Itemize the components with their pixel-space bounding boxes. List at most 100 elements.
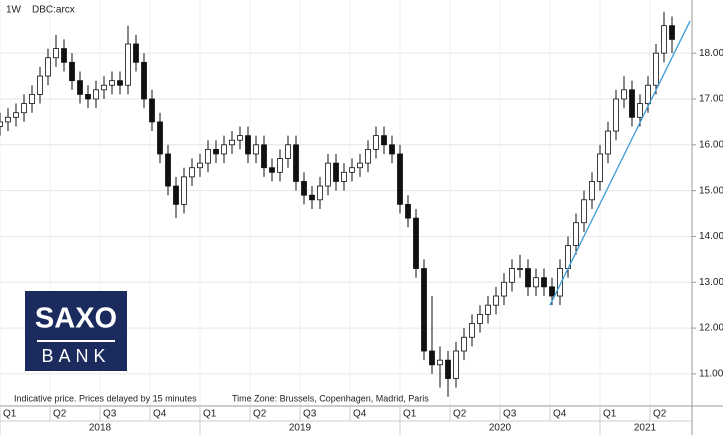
candle-body	[277, 158, 283, 173]
candle-body	[373, 135, 379, 150]
candle-body	[173, 185, 179, 205]
x-tick-label: Q4	[553, 409, 567, 420]
candle-body	[85, 93, 91, 100]
candle-body	[573, 222, 579, 247]
footer-notice: Indicative price. Prices delayed by 15 m…	[14, 393, 197, 403]
x-tick-label: Q4	[353, 409, 367, 420]
candle-body	[5, 116, 11, 123]
candle-body	[245, 135, 251, 155]
candle-body	[117, 80, 123, 86]
candle-body	[469, 323, 475, 338]
candle-body	[549, 286, 555, 297]
candle-body	[341, 171, 347, 182]
candle-body	[253, 144, 259, 155]
candle-body	[605, 130, 611, 155]
year-label: 2018	[89, 423, 112, 434]
candle-body	[141, 61, 147, 100]
candle-body	[525, 268, 531, 288]
candle-body	[533, 277, 539, 288]
candle-body	[413, 217, 419, 269]
candle-body	[581, 199, 587, 224]
candle-body	[397, 153, 403, 205]
candle-body	[133, 43, 139, 63]
candle-body	[557, 268, 563, 297]
candle-body	[669, 25, 675, 40]
candle-body	[645, 84, 651, 104]
y-tick-label: 12.00	[699, 323, 723, 334]
candle-body	[421, 268, 427, 352]
candle-body	[149, 98, 155, 123]
logo-box	[25, 291, 127, 371]
candle-body	[653, 52, 659, 86]
candle-body	[181, 176, 187, 205]
candle-body	[13, 112, 19, 118]
candle-body	[325, 162, 331, 187]
candle-body	[485, 304, 491, 315]
footer-timezone: Time Zone: Brussels, Copenhagen, Madrid,…	[232, 393, 429, 403]
year-label: 2020	[489, 423, 512, 434]
candle-body	[381, 135, 387, 146]
candle-body	[637, 103, 643, 118]
candle-body	[437, 359, 443, 366]
candle-body	[661, 25, 667, 54]
candle-body	[189, 167, 195, 178]
candle-body	[229, 139, 235, 146]
y-tick-label: 14.00	[699, 231, 723, 242]
candle-body	[461, 336, 467, 352]
candle-body	[589, 181, 595, 201]
candle-body	[453, 350, 459, 379]
candle-body	[429, 350, 435, 366]
candle-body	[93, 89, 99, 100]
x-tick-label: Q1	[603, 409, 617, 420]
candle-body	[333, 162, 339, 182]
year-label: 2019	[289, 423, 312, 434]
year-label: 2021	[634, 423, 657, 434]
y-tick-label: 16.00	[699, 139, 723, 150]
candle-body	[517, 268, 523, 270]
candle-body	[285, 144, 291, 159]
logo: SAXO BANK	[25, 291, 127, 371]
x-tick-label: Q2	[653, 409, 667, 420]
candle-body	[197, 162, 203, 169]
candle-body	[301, 181, 307, 196]
y-tick-label: 13.00	[699, 277, 723, 288]
candle-body	[613, 98, 619, 132]
candle-body	[621, 89, 627, 100]
candle-body	[597, 153, 603, 182]
x-tick-label: Q1	[203, 409, 217, 420]
candle-body	[21, 103, 27, 114]
x-tick-label: Q1	[3, 409, 17, 420]
candle-body	[629, 89, 635, 118]
candles	[0, 11, 691, 397]
candle-body	[37, 75, 43, 95]
symbol: DBC:arcx	[32, 5, 75, 16]
x-tick-label: Q4	[153, 409, 167, 420]
x-tick-label: Q2	[253, 409, 267, 420]
candle-body	[221, 144, 227, 155]
candle-body	[389, 144, 395, 155]
candle-body	[109, 80, 115, 86]
candle-body	[541, 277, 547, 288]
candle-body	[293, 144, 299, 182]
y-tick-label: 18.00	[699, 48, 723, 59]
interval: 1W	[6, 5, 22, 16]
candle-body	[509, 268, 515, 283]
candle-body	[317, 185, 323, 201]
candle-body	[101, 84, 107, 91]
candle-body	[165, 153, 171, 187]
candle-body	[477, 313, 483, 324]
candle-body	[237, 135, 243, 141]
candle-body	[365, 148, 371, 164]
x-tick-label: Q1	[403, 409, 417, 420]
candle-body	[213, 148, 219, 155]
candle-body	[309, 194, 315, 201]
logo-text: SAXO	[35, 303, 117, 335]
candle-body	[261, 144, 267, 169]
x-tick-label: Q2	[53, 409, 67, 420]
trend-line	[549, 20, 691, 306]
candle-body	[77, 80, 83, 95]
candle-body	[349, 167, 355, 173]
candle-body	[29, 93, 35, 104]
